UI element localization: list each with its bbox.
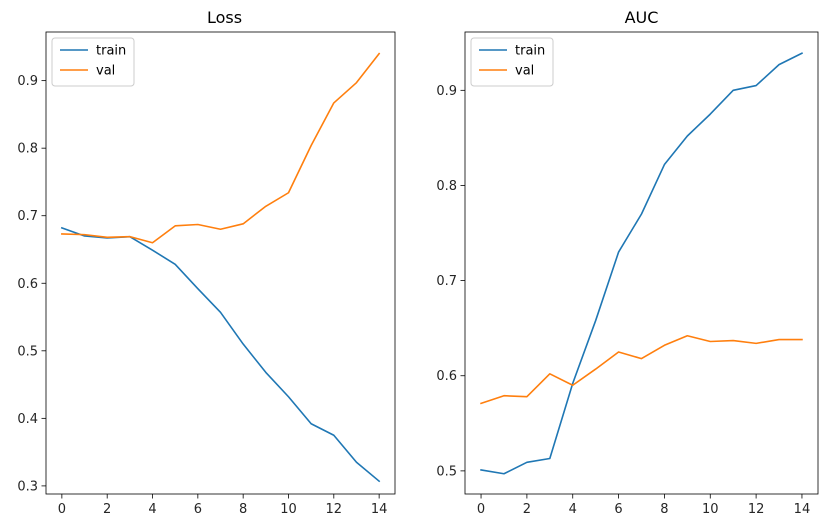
- x-tick-label: 10: [280, 502, 297, 517]
- series-line-val: [480, 334, 803, 405]
- y-tick-label: 0.5: [436, 464, 457, 479]
- auc-chart: AUC 0 2 4 6 8 10 12 14 0.5 0.6 0.7 0.8 0.9 train val: [436, 8, 819, 517]
- legend-label-train: train: [515, 44, 545, 59]
- y-tick-label: 0.6: [436, 369, 457, 384]
- x-tick-label: 0: [477, 502, 485, 517]
- x-tick-label: 2: [523, 502, 531, 517]
- y-tick-label: 0.7: [17, 209, 38, 224]
- x-tick-label: 4: [569, 502, 577, 517]
- x-tick-label: 10: [702, 502, 719, 517]
- series-line-train: [60, 226, 381, 483]
- y-tick-label: 0.7: [436, 274, 457, 289]
- x-tick-label: 0: [58, 502, 66, 517]
- y-tick-label: 0.9: [436, 84, 457, 99]
- y-tick-label: 0.8: [436, 179, 457, 194]
- chart-title: AUC: [625, 8, 659, 27]
- x-tick-label: 14: [371, 502, 388, 517]
- x-tick-label: 12: [748, 502, 765, 517]
- plot-frame: [45, 31, 396, 495]
- y-tick-label: 0.4: [17, 412, 38, 427]
- x-tick-label: 4: [148, 502, 156, 517]
- y-tick-label: 0.6: [17, 277, 38, 292]
- x-tick-label: 6: [614, 502, 622, 517]
- x-tick-label: 12: [326, 502, 343, 517]
- x-tick-label: 8: [239, 502, 247, 517]
- series-line-val: [61, 52, 381, 244]
- legend-label-val: val: [96, 64, 115, 79]
- x-tick-label: 8: [660, 502, 668, 517]
- y-tick-label: 0.8: [17, 142, 38, 157]
- plot-frame: [464, 31, 819, 495]
- y-tick-label: 0.5: [17, 344, 38, 359]
- x-tick-label: 2: [103, 502, 111, 517]
- chart-title: Loss: [207, 8, 242, 27]
- legend-label-val: val: [515, 64, 534, 79]
- loss-chart: Loss 0 2 4 6 8 10 12 14 0.3 0.4 0.5 0.6 0.7 0.8 0.9 tra…: [17, 8, 396, 517]
- x-tick-label: 14: [794, 502, 811, 517]
- y-tick-label: 0.3: [17, 479, 38, 494]
- y-tick-label: 0.9: [17, 74, 38, 89]
- series-line-train: [480, 52, 804, 475]
- x-tick-label: 6: [194, 502, 202, 517]
- legend-label-train: train: [96, 44, 126, 59]
